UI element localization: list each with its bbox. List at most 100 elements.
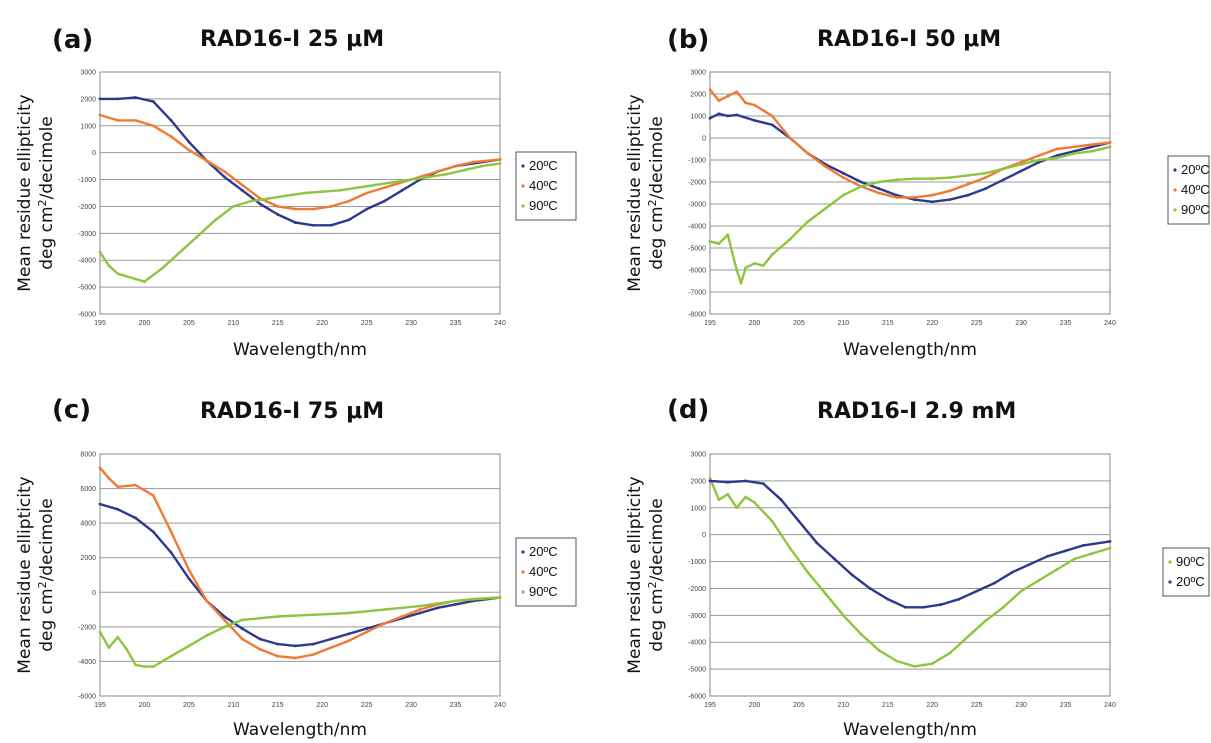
data-point xyxy=(151,100,155,103)
data-point xyxy=(311,223,315,227)
y-axis-unit-text: /decimole xyxy=(37,116,57,199)
y-tick-label: -4000 xyxy=(78,659,96,666)
y-tick-label: 8000 xyxy=(80,452,96,459)
x-tick-label: 200 xyxy=(139,320,151,327)
data-point xyxy=(1064,549,1067,553)
data-point xyxy=(717,498,721,502)
plot-area xyxy=(99,453,501,697)
data-point xyxy=(294,207,297,211)
data-point xyxy=(921,605,925,609)
data-point xyxy=(841,193,845,197)
data-point xyxy=(770,519,774,523)
x-tick-label: 200 xyxy=(749,320,761,327)
data-point xyxy=(98,113,102,117)
data-point xyxy=(761,482,765,485)
y-axis-unit-text: /decimole xyxy=(647,116,667,199)
data-point xyxy=(347,611,351,615)
data-point xyxy=(939,603,943,606)
y-tick-label: 3000 xyxy=(690,70,706,77)
data-point xyxy=(427,175,431,179)
data-point xyxy=(948,176,952,180)
data-point xyxy=(770,253,774,256)
y-tick-label: 3000 xyxy=(80,70,96,77)
x-tick-label: 210 xyxy=(837,320,849,327)
x-tick-label: 225 xyxy=(971,320,983,327)
data-point xyxy=(276,654,280,658)
data-point xyxy=(984,176,987,180)
y-tick-label: -2000 xyxy=(688,586,706,593)
x-tick-label: 220 xyxy=(316,702,328,709)
data-point xyxy=(134,119,137,122)
x-axis-label: Wavelength/nm xyxy=(843,720,977,740)
data-point xyxy=(739,281,743,285)
data-point xyxy=(895,178,899,182)
data-point xyxy=(913,665,916,668)
legend-entry: 40ºC xyxy=(529,564,558,579)
data-point xyxy=(877,648,881,652)
data-point xyxy=(98,466,102,470)
data-point xyxy=(735,113,739,117)
chart-panel-c: (c) RAD16-I 75 μM -6000 -4000 -2000 0 2000 4000… xyxy=(15,395,577,740)
y-axis-label-units: deg cm2/decimole xyxy=(36,116,57,270)
data-point xyxy=(726,492,730,496)
y-tick-label: -6000 xyxy=(688,268,706,275)
x-axis-label: Wavelength/nm xyxy=(843,340,977,360)
y-tick-label: 0 xyxy=(702,532,706,539)
data-point xyxy=(116,119,120,122)
data-point xyxy=(1073,557,1076,561)
legend-marker xyxy=(521,570,525,574)
legend-marker xyxy=(521,550,525,554)
data-point xyxy=(726,94,730,98)
data-point xyxy=(761,264,765,267)
y-axis-unit-superscript: 2 xyxy=(36,199,49,206)
y-tick-label: 3000 xyxy=(690,452,706,459)
legend-marker xyxy=(521,204,525,208)
data-point xyxy=(877,187,881,191)
x-tick-label: 240 xyxy=(494,702,506,709)
legend-box xyxy=(515,537,577,607)
data-point xyxy=(169,119,173,122)
data-point xyxy=(258,202,262,206)
data-point xyxy=(231,205,235,208)
data-point xyxy=(409,178,413,181)
panel-label: (b) xyxy=(667,25,709,55)
x-tick-label: 205 xyxy=(793,320,805,327)
data-point xyxy=(445,172,449,176)
data-point xyxy=(480,164,484,168)
x-tick-label: 205 xyxy=(183,702,195,709)
legend-marker xyxy=(1173,188,1177,192)
data-point xyxy=(1090,145,1094,149)
y-tick-label: -6000 xyxy=(688,694,706,701)
data-point xyxy=(984,171,987,175)
chart-panel-d: (d) RAD16-I 2.9 mM -6000 -5000 -4000 -3000 -20… xyxy=(625,395,1210,740)
y-tick-label: -5000 xyxy=(688,667,706,674)
data-point xyxy=(1001,605,1005,609)
data-point xyxy=(744,266,747,270)
data-point xyxy=(957,597,961,601)
y-tick-label: 2000 xyxy=(80,96,96,103)
data-point xyxy=(1090,143,1094,147)
x-tick-label: 230 xyxy=(1015,702,1027,709)
x-tick-label: 235 xyxy=(450,320,462,327)
x-tick-label: 195 xyxy=(704,320,716,327)
y-tick-label: 1000 xyxy=(690,114,706,121)
series-line xyxy=(98,466,502,660)
legend-entry: 20ºC xyxy=(529,544,558,559)
data-point xyxy=(824,165,827,169)
data-point xyxy=(744,101,747,105)
y-axis-label-units: deg cm2/decimole xyxy=(36,498,57,652)
data-point xyxy=(463,168,466,172)
data-point xyxy=(365,609,369,613)
data-point xyxy=(841,171,845,175)
data-point xyxy=(116,97,120,101)
data-point xyxy=(1108,546,1112,550)
y-tick-label: 0 xyxy=(92,590,96,597)
x-tick-label: 195 xyxy=(94,702,106,709)
data-point xyxy=(1028,562,1032,566)
data-point xyxy=(107,476,111,480)
data-point xyxy=(744,495,747,499)
data-point xyxy=(303,191,306,195)
data-point xyxy=(753,501,756,504)
data-point xyxy=(267,196,271,200)
